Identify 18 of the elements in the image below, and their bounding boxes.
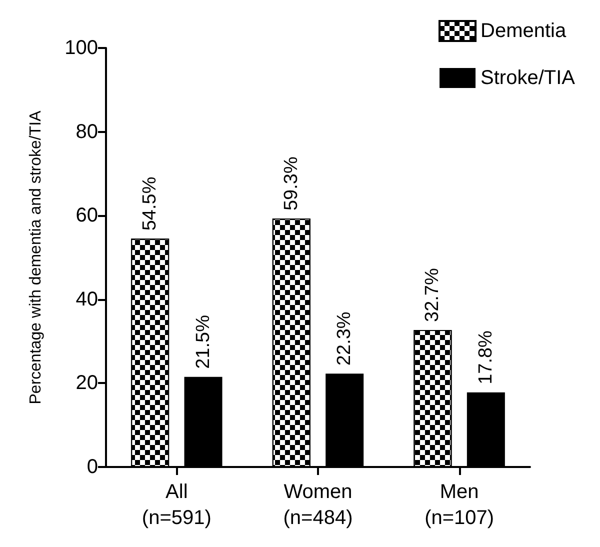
data-label: 21.5% bbox=[192, 314, 214, 369]
x-tick-label: All (n=591) bbox=[142, 481, 212, 529]
data-label: 17.8% bbox=[475, 330, 496, 384]
x-tick-label: Men (n=107) bbox=[424, 481, 494, 529]
legend-label: Stroke/TIA bbox=[480, 67, 576, 89]
data-label: 59.3% bbox=[280, 156, 302, 211]
x-tick-label: Women (n=484) bbox=[283, 481, 353, 529]
y-tick-label: 80 bbox=[76, 120, 98, 143]
y-tick-label: 40 bbox=[76, 288, 98, 310]
data-label: 54.5% bbox=[140, 176, 161, 231]
y-tick-label: 60 bbox=[76, 204, 98, 227]
y-tick-label: 20 bbox=[76, 372, 98, 394]
y-tick-label: 0 bbox=[86, 456, 98, 478]
data-label: 22.3% bbox=[334, 312, 356, 366]
y-axis-title: Percentage with dementia and stroke/TIA bbox=[28, 110, 44, 404]
legend-label: Dementia bbox=[480, 20, 567, 42]
y-tick-label: 100 bbox=[64, 37, 98, 59]
data-label: 32.7% bbox=[422, 268, 444, 322]
